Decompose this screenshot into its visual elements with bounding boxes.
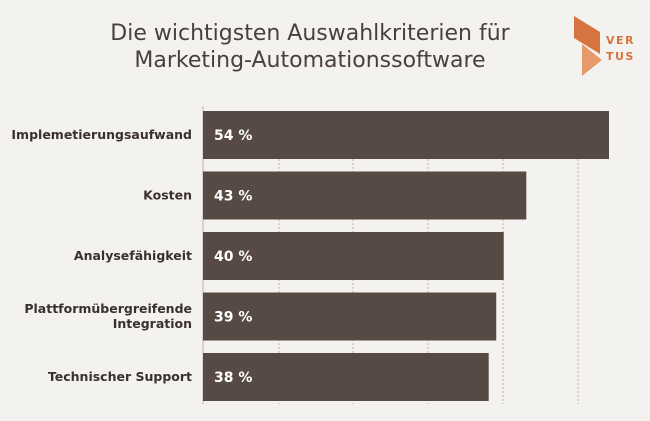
logo-text-tus: TUS: [606, 50, 635, 63]
value-label-5: 38 %: [214, 370, 252, 386]
chart-title-line-2: Marketing-Automationssoftware: [134, 48, 486, 73]
chart-title-line-1: Die wichtigsten Auswahlkriterien für: [110, 21, 510, 46]
bar-1: [203, 111, 609, 159]
bar-3: [203, 232, 504, 280]
value-label-2: 43 %: [214, 189, 252, 205]
bar-2: [203, 171, 527, 220]
category-label-2: Kosten: [143, 188, 192, 203]
value-label-4: 39 %: [214, 310, 252, 326]
category-label-1: Implemetierungsaufwand: [11, 127, 192, 142]
vertus-logo: VER TUS: [572, 14, 642, 78]
category-label-4-line-1: Plattformübergreifende: [24, 301, 192, 316]
category-label-4-line-2: Integration: [113, 316, 192, 331]
bar-4: [203, 292, 497, 341]
value-label-3: 40 %: [214, 249, 252, 265]
category-label-3: Analysefähigkeit: [74, 248, 192, 263]
logo-text-ver: VER: [606, 34, 635, 47]
category-label-5: Technischer Support: [48, 369, 192, 384]
chart-title: Die wichtigsten Auswahlkriterien für Mar…: [70, 20, 550, 74]
bar-5: [203, 353, 489, 401]
value-label-1: 54 %: [214, 128, 252, 144]
vertus-logo-mark: [574, 16, 602, 76]
